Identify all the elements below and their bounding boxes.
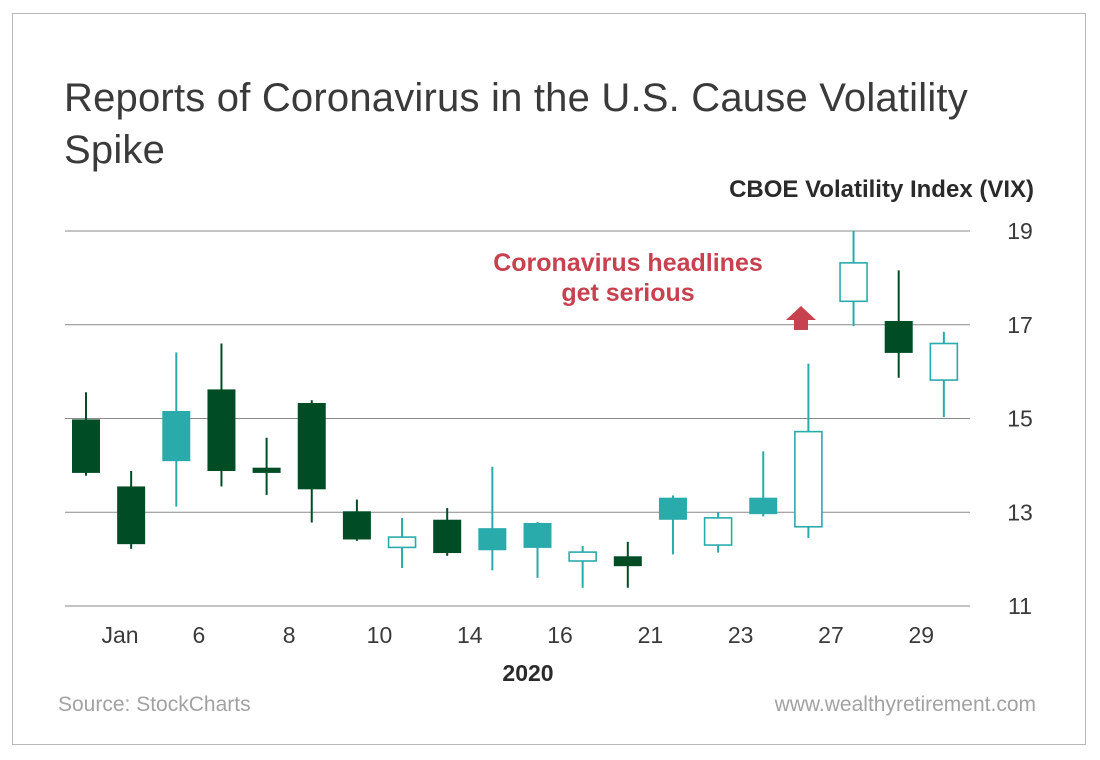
candle — [749, 451, 778, 517]
annotation-line-1: Coronavirus headlines — [493, 249, 763, 277]
candle-body — [342, 511, 371, 540]
x-tick-label: 10 — [367, 622, 393, 648]
x-tick-label: 6 — [192, 622, 205, 648]
website-text: www.wealthyretirement.com — [774, 693, 1036, 716]
candle-body — [387, 536, 417, 549]
candle-body — [749, 497, 778, 515]
candle — [433, 508, 462, 556]
y-tick-labels: 11 13 15 17 19 — [1007, 218, 1033, 619]
x-axis-label: 2020 — [502, 660, 553, 686]
candle-body — [207, 389, 236, 472]
candle — [162, 352, 191, 507]
x-tick-label: 8 — [283, 622, 296, 648]
source-text: Source: StockCharts — [58, 693, 251, 716]
candle — [342, 499, 371, 541]
candle-body — [929, 342, 959, 381]
candle — [117, 471, 146, 549]
x-tick-label: 16 — [547, 622, 573, 648]
candle — [884, 270, 913, 378]
candle-body — [839, 262, 868, 303]
candle — [703, 512, 733, 553]
y-tick-label: 13 — [1007, 499, 1033, 525]
candle — [297, 400, 326, 523]
candle — [207, 343, 236, 487]
candle — [72, 392, 100, 476]
y-tick-label: 17 — [1007, 312, 1033, 338]
candle-body — [252, 467, 281, 473]
y-axis-label: CBOE Volatility Index (VIX) — [729, 176, 1034, 203]
candle-body — [523, 523, 552, 548]
candle-body — [72, 419, 100, 473]
x-tick-label: 21 — [638, 622, 664, 648]
candle-body — [162, 410, 191, 462]
candle-body — [613, 556, 642, 567]
candle-body — [884, 320, 913, 353]
candle-body — [117, 486, 146, 545]
candle — [929, 331, 959, 418]
candle-body — [478, 528, 507, 551]
chart-frame — [12, 13, 1086, 745]
candle-body — [658, 497, 687, 520]
candles — [72, 231, 959, 588]
x-tick-labels: Jan 6 8 10 14 16 21 23 27 29 — [101, 622, 934, 648]
annotation-text: Coronavirus headlines get serious — [458, 248, 798, 308]
candle — [252, 437, 281, 495]
candle — [658, 495, 687, 555]
x-tick-label: 29 — [908, 622, 934, 648]
candle-body — [297, 403, 326, 490]
annotation-line-2: get serious — [561, 279, 695, 307]
grid-lines — [65, 230, 970, 607]
chart-title: Reports of Coronavirus in the U.S. Cause… — [64, 76, 968, 172]
up-arrow-icon — [786, 306, 816, 330]
x-tick-label: 23 — [728, 622, 754, 648]
candle — [839, 231, 868, 327]
y-tick-label: 19 — [1007, 218, 1033, 244]
x-tick-label: Jan — [101, 622, 138, 648]
x-tick-label: 27 — [818, 622, 844, 648]
candle — [794, 363, 823, 539]
candle — [613, 541, 642, 588]
candle-body — [794, 430, 823, 528]
candle — [568, 546, 597, 588]
candle-body — [433, 519, 462, 554]
x-tick-label: 14 — [457, 622, 483, 648]
candle — [478, 466, 507, 571]
y-tick-label: 15 — [1007, 406, 1033, 432]
y-tick-label: 11 — [1008, 593, 1032, 619]
candle-body — [568, 551, 597, 562]
candle — [523, 522, 552, 578]
candle-body — [703, 517, 733, 546]
candle — [387, 517, 417, 569]
